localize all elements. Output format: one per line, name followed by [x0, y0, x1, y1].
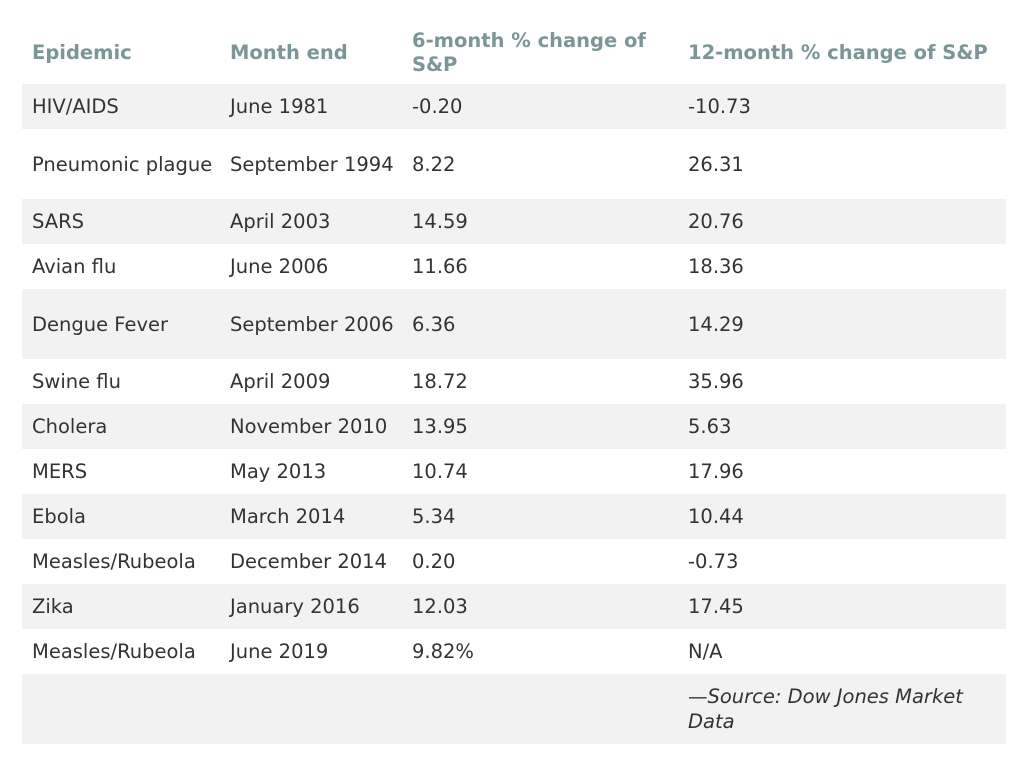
month-end-cell: June 2006 — [220, 244, 402, 289]
epidemic-cell: Measles/Rubeola — [22, 539, 220, 584]
table-row: Swine flu April 2009 18.72 35.96 — [22, 359, 1006, 404]
twelve-month-change-cell: 14.29 — [678, 289, 1006, 359]
epidemic-sp-table: Epidemic Month end 6-month % change of S… — [22, 22, 1006, 744]
month-end-cell: May 2013 — [220, 449, 402, 494]
twelve-month-change-cell: 35.96 — [678, 359, 1006, 404]
twelve-month-change-cell: 17.96 — [678, 449, 1006, 494]
twelve-month-change-cell: 20.76 — [678, 199, 1006, 244]
empty-cell — [22, 674, 220, 744]
six-month-change-cell: 12.03 — [402, 584, 678, 629]
epidemic-cell: Ebola — [22, 494, 220, 539]
six-month-change-cell: 8.22 — [402, 129, 678, 199]
six-month-change-cell: 10.74 — [402, 449, 678, 494]
table-header-row: Epidemic Month end 6-month % change of S… — [22, 22, 1006, 84]
twelve-month-change-cell: 17.45 — [678, 584, 1006, 629]
six-month-change-cell: 18.72 — [402, 359, 678, 404]
six-month-change-cell: 13.95 — [402, 404, 678, 449]
month-end-cell: December 2014 — [220, 539, 402, 584]
twelve-month-change-cell: 5.63 — [678, 404, 1006, 449]
table-row: Avian flu June 2006 11.66 18.36 — [22, 244, 1006, 289]
twelve-month-change-cell: 18.36 — [678, 244, 1006, 289]
epidemic-cell: Avian flu — [22, 244, 220, 289]
twelve-month-change-cell: N/A — [678, 629, 1006, 674]
epidemic-cell: Dengue Fever — [22, 289, 220, 359]
table-row: Zika January 2016 12.03 17.45 — [22, 584, 1006, 629]
table-row: SARS April 2003 14.59 20.76 — [22, 199, 1006, 244]
epidemic-cell: Measles/Rubeola — [22, 629, 220, 674]
empty-cell — [220, 674, 402, 744]
month-end-cell: June 2019 — [220, 629, 402, 674]
source-credit: —Source: Dow Jones Market Data — [678, 674, 1006, 744]
epidemic-cell: Swine flu — [22, 359, 220, 404]
six-month-change-cell: 11.66 — [402, 244, 678, 289]
table-row: Measles/Rubeola June 2019 9.82% N/A — [22, 629, 1006, 674]
epidemic-cell: SARS — [22, 199, 220, 244]
month-end-cell: June 1981 — [220, 84, 402, 129]
source-row: —Source: Dow Jones Market Data — [22, 674, 1006, 744]
six-month-change-cell: 9.82% — [402, 629, 678, 674]
epidemic-cell: HIV/AIDS — [22, 84, 220, 129]
table-row: Ebola March 2014 5.34 10.44 — [22, 494, 1006, 539]
six-month-change-cell: -0.20 — [402, 84, 678, 129]
month-end-cell: September 2006 — [220, 289, 402, 359]
epidemic-cell: Zika — [22, 584, 220, 629]
month-end-cell: April 2009 — [220, 359, 402, 404]
table-row: Dengue Fever September 2006 6.36 14.29 — [22, 289, 1006, 359]
table-row: HIV/AIDS June 1981 -0.20 -10.73 — [22, 84, 1006, 129]
six-month-change-cell: 14.59 — [402, 199, 678, 244]
month-end-cell: January 2016 — [220, 584, 402, 629]
table-row: MERS May 2013 10.74 17.96 — [22, 449, 1006, 494]
epidemic-cell: Cholera — [22, 404, 220, 449]
epidemic-cell: MERS — [22, 449, 220, 494]
twelve-month-change-cell: -10.73 — [678, 84, 1006, 129]
epidemic-cell: Pneumonic plague — [22, 129, 220, 199]
six-month-change-cell: 5.34 — [402, 494, 678, 539]
month-end-cell: March 2014 — [220, 494, 402, 539]
table-row: Cholera November 2010 13.95 5.63 — [22, 404, 1006, 449]
twelve-month-change-cell: 10.44 — [678, 494, 1006, 539]
header-month-end: Month end — [220, 22, 402, 84]
table-row: Pneumonic plague September 1994 8.22 26.… — [22, 129, 1006, 199]
empty-cell — [402, 674, 678, 744]
twelve-month-change-cell: -0.73 — [678, 539, 1006, 584]
six-month-change-cell: 0.20 — [402, 539, 678, 584]
twelve-month-change-cell: 26.31 — [678, 129, 1006, 199]
header-epidemic: Epidemic — [22, 22, 220, 84]
month-end-cell: April 2003 — [220, 199, 402, 244]
six-month-change-cell: 6.36 — [402, 289, 678, 359]
month-end-cell: November 2010 — [220, 404, 402, 449]
header-6-month-change: 6-month % change of S&P — [402, 22, 678, 84]
header-12-month-change: 12-month % change of S&P — [678, 22, 1006, 84]
month-end-cell: September 1994 — [220, 129, 402, 199]
table-row: Measles/Rubeola December 2014 0.20 -0.73 — [22, 539, 1006, 584]
